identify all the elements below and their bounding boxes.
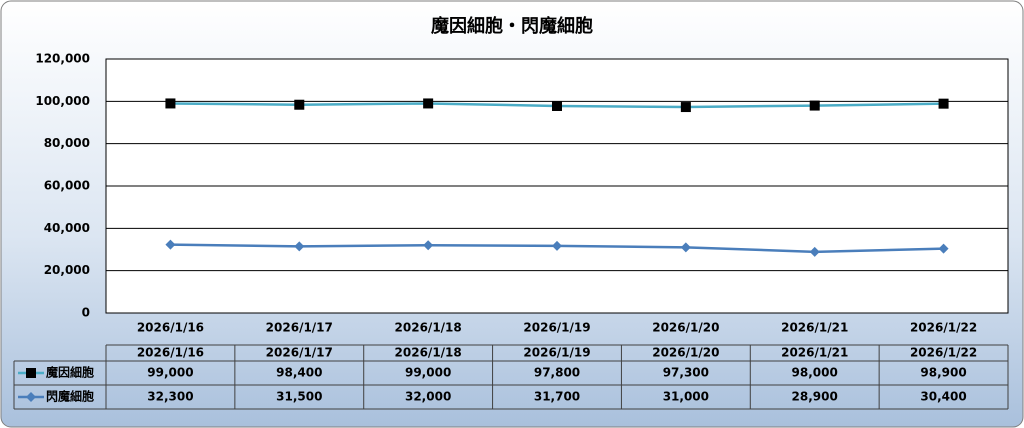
table-value: 98,000 xyxy=(792,366,838,380)
table-value: 99,000 xyxy=(405,366,451,380)
table-value: 99,000 xyxy=(147,366,193,380)
x-tick-label: 2026/1/16 xyxy=(137,321,204,335)
table-value: 98,400 xyxy=(276,366,322,380)
marker xyxy=(165,239,176,250)
table-value: 28,900 xyxy=(792,390,838,404)
legend-label: 閃魔細胞 xyxy=(46,389,94,404)
y-tick-label: 120,000 xyxy=(35,52,90,66)
plot-border xyxy=(105,58,1009,314)
y-tick-label: 0 xyxy=(82,306,90,320)
y-tick-label: 60,000 xyxy=(44,179,90,193)
marker xyxy=(680,102,691,113)
table-header: 2026/1/21 xyxy=(781,346,848,360)
x-tick-label: 2026/1/18 xyxy=(395,321,462,335)
y-tick-label: 80,000 xyxy=(44,136,90,150)
table-header: 2026/1/22 xyxy=(910,346,977,360)
table-value: 32,300 xyxy=(147,390,193,404)
marker xyxy=(552,100,562,111)
marker xyxy=(165,98,176,109)
marker xyxy=(809,246,820,257)
marker xyxy=(680,242,691,253)
table-header: 2026/1/20 xyxy=(652,346,719,360)
x-tick-label: 2026/1/22 xyxy=(910,321,977,335)
legend-key-marker xyxy=(26,368,36,378)
table-value: 97,300 xyxy=(663,366,709,380)
table-header: 2026/1/18 xyxy=(395,346,462,360)
x-tick-label: 2026/1/19 xyxy=(523,321,590,335)
x-tick-label: 2026/1/21 xyxy=(781,321,848,335)
y-tick-label: 20,000 xyxy=(44,263,90,277)
legend-key-marker xyxy=(26,392,36,402)
table-value: 32,000 xyxy=(405,390,451,404)
table-header: 2026/1/19 xyxy=(523,346,590,360)
table-value: 97,800 xyxy=(534,366,580,380)
table-value: 30,400 xyxy=(920,390,966,404)
marker xyxy=(938,98,949,109)
marker xyxy=(423,98,434,109)
x-tick-label: 2026/1/20 xyxy=(652,321,719,335)
legend-label: 魔因細胞 xyxy=(46,365,94,380)
y-tick-label: 100,000 xyxy=(35,94,90,108)
table-value: 31,000 xyxy=(663,390,709,404)
table-header: 2026/1/16 xyxy=(137,346,204,360)
table-value: 31,500 xyxy=(276,390,322,404)
marker xyxy=(294,99,305,110)
x-tick-label: 2026/1/17 xyxy=(266,321,333,335)
marker xyxy=(423,240,434,251)
marker xyxy=(294,241,305,252)
marker xyxy=(552,240,562,251)
marker xyxy=(809,100,820,111)
chart-title: 魔因細胞・閃魔細胞 xyxy=(431,15,593,37)
y-tick-label: 40,000 xyxy=(44,221,90,235)
table-value: 31,700 xyxy=(534,390,580,404)
marker xyxy=(938,243,949,254)
table-value: 98,900 xyxy=(920,366,966,380)
table-header: 2026/1/17 xyxy=(266,346,333,360)
